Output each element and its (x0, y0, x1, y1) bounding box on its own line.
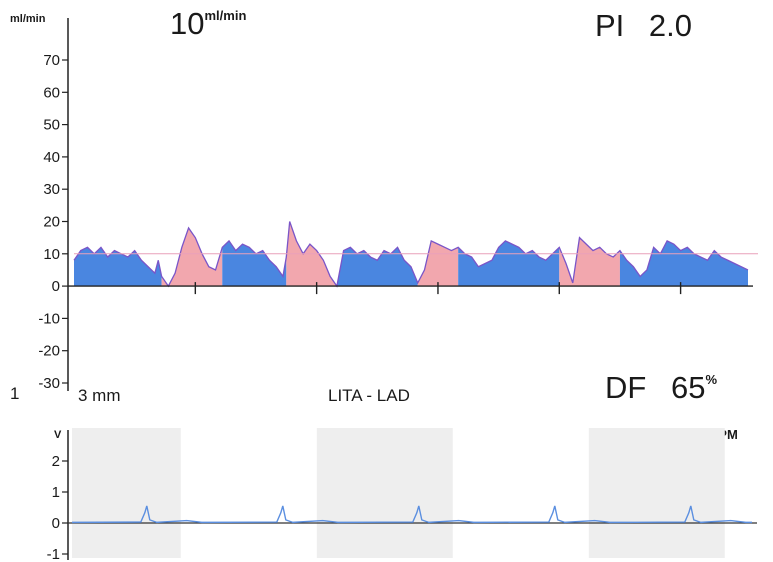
ecg-shade-band (316, 428, 453, 558)
flow-y-tick-label: 20 (43, 214, 60, 231)
diastolic-segment (336, 247, 418, 287)
pi-label: PI (595, 8, 625, 43)
diastolic-segment (74, 247, 162, 287)
diastolic-segment (619, 240, 748, 287)
flow-y-tick-label: 0 (52, 278, 60, 295)
diastolic-segment (222, 240, 287, 287)
ecg-chart: V 2 1 0 -1 (47, 428, 757, 562)
ecg-y-tick-label: 1 (52, 484, 60, 501)
flow-outline (73, 221, 749, 288)
df-unit: % (705, 371, 718, 387)
probe-index: 1 (10, 384, 20, 403)
df-value: 65 (670, 370, 706, 405)
probe-size: 3 mm (78, 386, 121, 405)
ecg-y-tick-label: 2 (52, 453, 60, 470)
ecg-y-tick-label: -1 (47, 546, 60, 562)
flow-y-tick-label: 50 (43, 117, 60, 134)
flow-y-tick-label: -10 (38, 310, 60, 327)
ecg-y-tick-label: 0 (52, 515, 60, 532)
flow-axis-unit: ml/min (10, 13, 46, 25)
scale-readout: 10ml/min (170, 6, 246, 42)
ecg-axis-unit: V (54, 429, 62, 441)
ecg-trace (71, 505, 752, 524)
vessel-label: LITA - LAD (328, 386, 410, 405)
df-readout: DF 65% (605, 370, 717, 406)
pi-readout: PI 2.0 (595, 8, 692, 44)
flow-y-tick-label: 30 (43, 181, 60, 198)
scale-value: 10 (170, 6, 205, 41)
flow-y-tick-label: 60 (43, 84, 60, 101)
flow-y-tick-label: 10 (43, 246, 60, 263)
flow-y-tick-label: 70 (43, 52, 60, 69)
scale-unit: ml/min (204, 7, 247, 23)
flow-chart: ml/min 70 60 50 40 30 20 10 0 -10 -20 -30 (10, 13, 758, 392)
systolic-segment (559, 237, 620, 287)
ecg-shade-band (72, 428, 181, 558)
flow-y-tick-label: 40 (43, 149, 60, 166)
systolic-segment (417, 240, 459, 287)
flow-y-tick-label: -20 (38, 343, 60, 360)
ecg-shade-band (588, 428, 725, 558)
systolic-segment (161, 227, 223, 287)
diastolic-segment (458, 240, 560, 287)
df-label: DF (605, 370, 647, 405)
flow-y-tick-label: -30 (38, 375, 60, 392)
pi-value: 2.0 (648, 8, 693, 43)
